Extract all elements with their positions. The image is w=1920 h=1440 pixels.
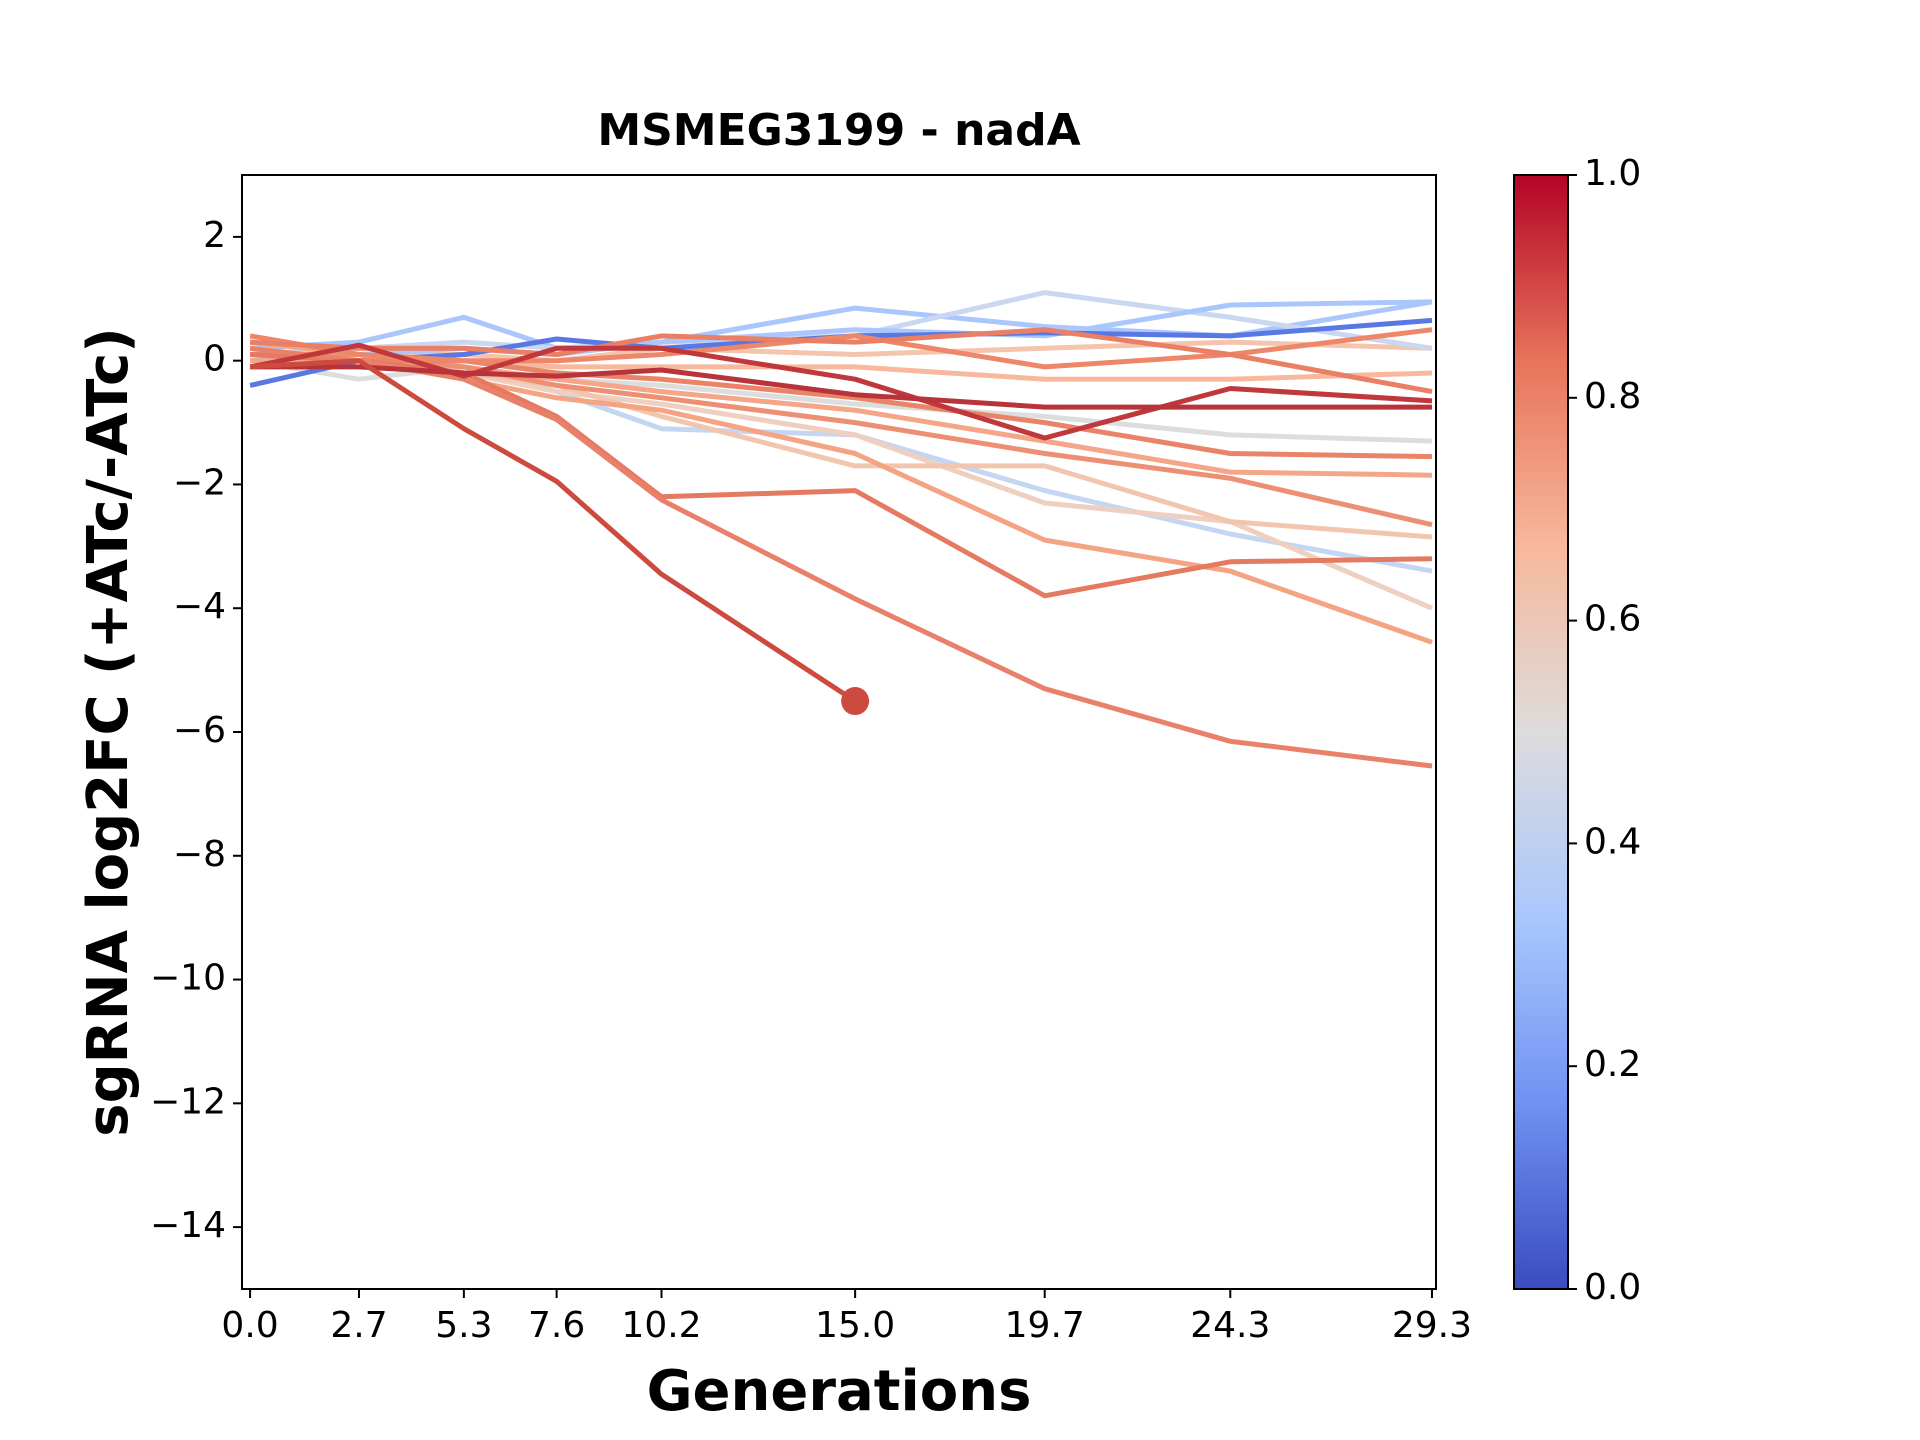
y-tick-label: 0 [203,339,226,380]
chart-title: MSMEG3199 - nadA [597,105,1080,156]
colorbar [1513,174,1569,1290]
y-tick-label: 2 [203,215,226,256]
x-tick-label: 10.2 [621,1305,701,1346]
x-axis-label: Generations [647,1359,1032,1424]
series-line [249,327,1433,395]
x-tick-label: 19.7 [1005,1305,1085,1346]
end-marker [841,687,870,716]
colorbar-tick-label: 0.6 [1584,599,1641,640]
x-tick-label: 24.3 [1190,1305,1270,1346]
x-tick-label: 2.7 [330,1305,387,1346]
colorbar-tick-label: 0.2 [1584,1044,1641,1085]
x-tick-label: 5.3 [435,1305,492,1346]
colorbar-tick-label: 0.0 [1584,1267,1641,1308]
x-tick-label: 0.0 [221,1305,278,1346]
y-axis-label: sgRNA log2FC (+ATc/-ATc) [76,327,141,1137]
y-tick-label: −12 [150,1081,226,1122]
series-line [249,358,857,704]
colorbar-tick-label: 0.8 [1584,376,1641,417]
colorbar-tick-label: 1.0 [1584,153,1641,194]
colorbar-tick-label: 0.4 [1584,821,1641,862]
plot-area [249,290,1433,769]
y-tick-label: −6 [173,710,226,751]
series-line [249,352,1433,460]
x-tick-label: 29.3 [1392,1305,1472,1346]
series-line [249,299,1433,364]
y-tick-label: −14 [150,1205,226,1246]
series-line [249,358,1433,444]
y-tick-label: −10 [150,958,226,999]
x-tick-label: 15.0 [815,1305,895,1346]
series-line [250,364,1432,410]
y-tick-label: −2 [173,462,226,503]
y-tick-label: −4 [173,586,226,627]
y-tick-label: −8 [173,834,226,875]
x-tick-label: 7.6 [528,1305,585,1346]
series-line [249,345,1433,611]
